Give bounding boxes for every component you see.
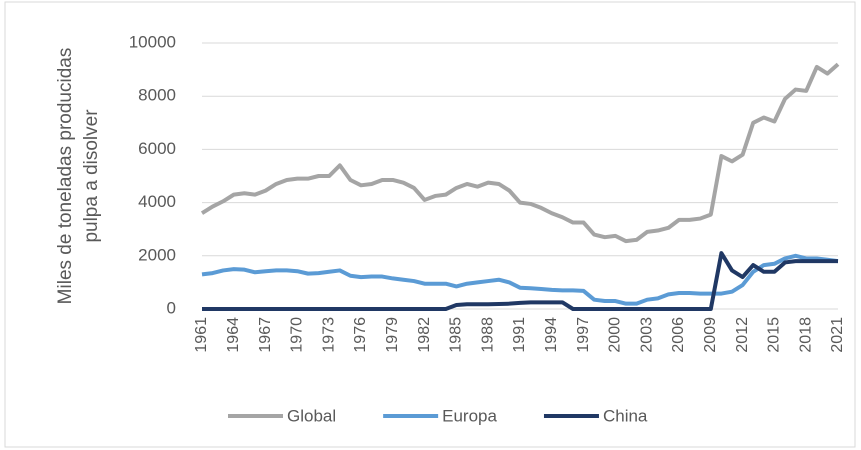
x-tick-label: 2018 <box>797 317 814 353</box>
x-tick-label: 2021 <box>829 317 846 353</box>
series-line <box>202 251 838 311</box>
x-tick-label: 2000 <box>607 317 624 353</box>
legend-label: China <box>603 406 648 425</box>
x-tick-label: 1964 <box>225 317 242 353</box>
x-tick-label: 1961 <box>193 317 210 353</box>
x-tick-label: 2009 <box>702 317 719 353</box>
y-axis-label: Miles de toneladas producidas <box>55 48 76 305</box>
x-tick-label: 1985 <box>448 317 465 353</box>
x-tick-label: 1991 <box>511 317 528 353</box>
x-tick-label: 2015 <box>766 317 783 353</box>
y-tick-label: 10000 <box>129 32 176 51</box>
y-tick-label: 4000 <box>138 192 176 211</box>
x-tick-label: 1970 <box>289 317 306 353</box>
x-tick-label: 1994 <box>543 317 560 353</box>
x-tick-label: 2012 <box>734 317 751 353</box>
y-axis-label: pulpa a disolver <box>81 109 102 243</box>
legend-label: Europa <box>442 406 497 425</box>
x-tick-label: 2003 <box>638 317 655 353</box>
x-tick-label: 1976 <box>352 317 369 353</box>
legend-label: Global <box>287 406 336 425</box>
series-line <box>201 253 839 306</box>
y-tick-label: 6000 <box>138 139 176 158</box>
x-tick-label: 1973 <box>320 317 337 353</box>
y-tick-label: 8000 <box>138 86 176 105</box>
x-tick-label: 1967 <box>257 317 274 353</box>
x-tick-label: 1997 <box>575 317 592 353</box>
series-line <box>200 62 840 244</box>
x-tick-label: 1979 <box>384 317 401 353</box>
chart-border <box>4 1 856 448</box>
x-tick-label: 2006 <box>670 317 687 353</box>
y-tick-label: 2000 <box>138 245 176 264</box>
y-tick-label: 0 <box>167 298 176 317</box>
x-tick-label: 1982 <box>416 317 433 353</box>
x-tick-label: 1988 <box>479 317 496 353</box>
